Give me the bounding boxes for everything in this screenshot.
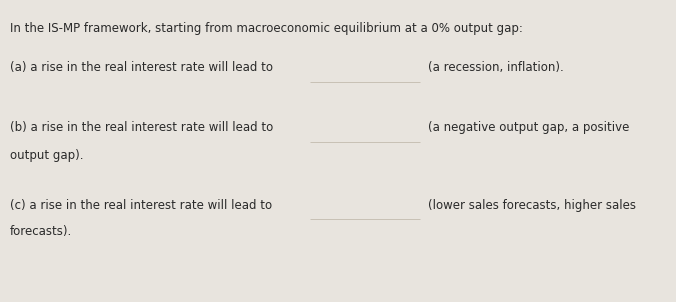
Text: forecasts).: forecasts). (10, 226, 72, 239)
Text: output gap).: output gap). (10, 149, 84, 162)
Text: In the IS-MP framework, starting from macroeconomic equilibrium at a 0% output g: In the IS-MP framework, starting from ma… (10, 22, 523, 35)
Text: (a recession, inflation).: (a recession, inflation). (428, 62, 564, 75)
Text: (c) a rise in the real interest rate will lead to: (c) a rise in the real interest rate wil… (10, 198, 272, 211)
Text: (a negative output gap, a positive: (a negative output gap, a positive (428, 121, 629, 134)
Text: (b) a rise in the real interest rate will lead to: (b) a rise in the real interest rate wil… (10, 121, 273, 134)
Text: (lower sales forecasts, higher sales: (lower sales forecasts, higher sales (428, 198, 636, 211)
Text: (a) a rise in the real interest rate will lead to: (a) a rise in the real interest rate wil… (10, 62, 273, 75)
